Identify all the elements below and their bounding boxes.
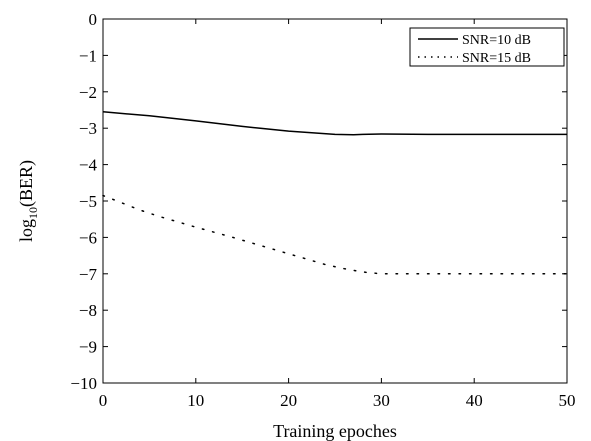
series-line-snr15: [102, 194, 568, 275]
y-tick-label: −9: [79, 338, 97, 357]
y-tick-label: −2: [79, 83, 97, 102]
x-axis-label: Training epoches: [273, 421, 397, 441]
series-lines: [102, 111, 568, 275]
legend-label-snr15: SNR=15 dB: [462, 51, 531, 66]
legend-label-snr10: SNR=10 dB: [462, 33, 531, 48]
series-line-snr10: [102, 111, 567, 136]
plot-area: [102, 18, 568, 384]
y-axis-label-sub: 10: [26, 207, 40, 219]
tick-labels: 0 10 20 30 40 50 0 −1 −2 −3 −4 −5 −6 −7 −8 −9 −10: [70, 10, 575, 410]
legend: SNR=10 dB SNR=15 dB: [409, 27, 565, 67]
x-tick-label: 40: [466, 391, 483, 410]
y-tick-label: −7: [79, 265, 98, 284]
ticks: [102, 18, 568, 384]
x-tick-label: 0: [99, 391, 108, 410]
y-tick-label: −4: [79, 156, 98, 175]
y-tick-label: −10: [70, 374, 97, 393]
legend-box: [409, 27, 565, 67]
y-tick-label: −6: [79, 228, 97, 247]
y-tick-label: −1: [79, 46, 97, 65]
y-tick-label: −8: [79, 301, 97, 320]
x-tick-label: 10: [187, 391, 204, 410]
x-tick-label: 50: [559, 391, 576, 410]
x-tick-label: 20: [280, 391, 297, 410]
x-tick-label: 30: [373, 391, 390, 410]
y-tick-label: −3: [79, 119, 97, 138]
y-axis-label: log10(BER): [16, 160, 40, 242]
y-tick-label: −5: [79, 192, 97, 211]
y-axis-label-suffix: (BER): [16, 160, 37, 207]
y-tick-label: 0: [89, 10, 98, 29]
y-axis-label-prefix: log: [16, 219, 36, 242]
